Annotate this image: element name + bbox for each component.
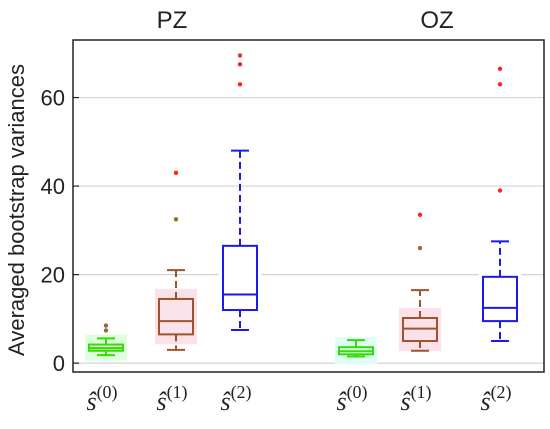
outlier-point xyxy=(173,170,179,175)
box-shade xyxy=(219,235,261,321)
category-superscript: (0) xyxy=(97,382,118,403)
outlier-point xyxy=(497,82,503,87)
category-superscript: (1) xyxy=(167,382,188,403)
category-symbol: ŝ xyxy=(400,387,411,416)
x-category-label: ŝ(1) xyxy=(156,382,187,416)
category-symbol: ŝ xyxy=(220,387,231,416)
y-axis-ticks: 0 20 40 60 xyxy=(41,86,79,376)
outlier-point xyxy=(237,62,243,67)
iqr-box xyxy=(222,244,258,312)
outlier-point xyxy=(103,323,109,328)
box-oz-2 xyxy=(479,66,521,343)
x-category-label: ŝ(1) xyxy=(400,382,431,416)
y-tick-label: 0 xyxy=(53,351,65,376)
plot-frame xyxy=(72,39,545,373)
iqr-box xyxy=(158,297,194,336)
box-pz-2 xyxy=(219,53,261,331)
outlier-point xyxy=(237,82,243,87)
category-symbol: ŝ xyxy=(156,387,167,416)
outlier-point xyxy=(237,53,243,58)
group-titles: PZ OZ xyxy=(157,7,454,34)
boxes xyxy=(85,53,521,365)
outlier-point xyxy=(417,245,423,251)
group-title: PZ xyxy=(157,7,188,34)
x-category-label: ŝ(0) xyxy=(336,382,367,416)
y-tick-label: 20 xyxy=(41,263,65,288)
category-superscript: (1) xyxy=(411,382,432,403)
category-superscript: (2) xyxy=(491,382,512,403)
box-pz-1 xyxy=(155,170,197,351)
y-tick-label: 60 xyxy=(41,86,65,111)
outlier-point xyxy=(173,217,179,222)
category-superscript: (2) xyxy=(231,382,252,403)
y-tick-label: 40 xyxy=(41,174,65,199)
category-superscript: (0) xyxy=(347,382,368,403)
iqr-box xyxy=(482,275,518,323)
box-pz-0 xyxy=(85,323,127,361)
outlier-point xyxy=(103,328,109,333)
gridlines xyxy=(73,96,544,364)
category-symbol: ŝ xyxy=(86,387,97,416)
box-oz-1 xyxy=(399,212,441,352)
outlier-point xyxy=(417,212,423,218)
box-oz-0 xyxy=(335,337,377,365)
x-category-label: ŝ(2) xyxy=(480,382,511,416)
category-symbol: ŝ xyxy=(480,387,491,416)
x-category-label: ŝ(2) xyxy=(220,382,251,416)
x-category-label: ŝ(0) xyxy=(86,382,117,416)
outlier-point xyxy=(497,188,503,193)
y-axis-label: Averaged bootstrap variances xyxy=(4,64,29,356)
outlier-point xyxy=(497,66,503,71)
x-axis-categories: ŝ(0) ŝ(1) ŝ(2) ŝ(0) ŝ(1) ŝ(2) xyxy=(86,382,511,416)
group-title: OZ xyxy=(420,7,453,34)
category-symbol: ŝ xyxy=(336,387,347,416)
